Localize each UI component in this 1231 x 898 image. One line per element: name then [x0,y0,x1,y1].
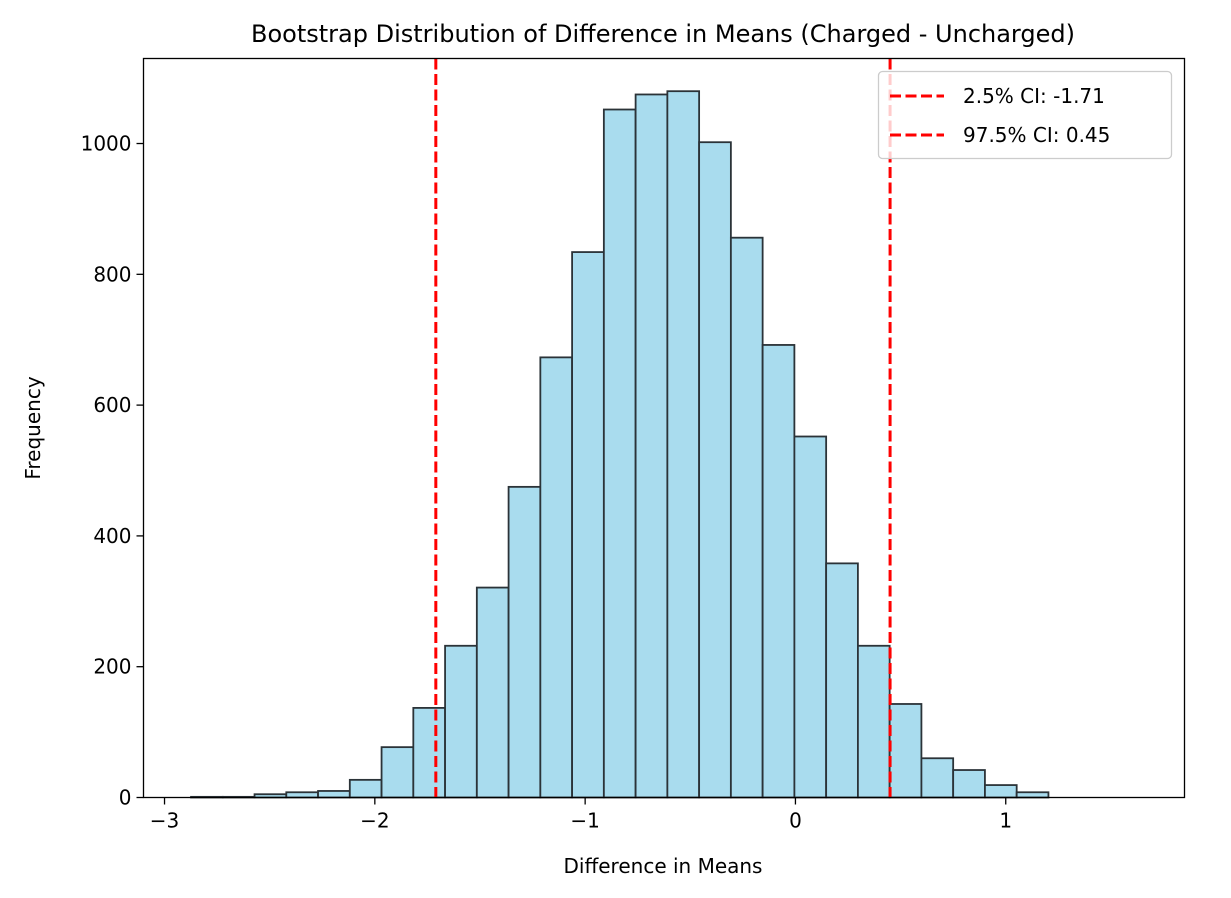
histogram-bar [856,644,891,799]
histogram-bar [285,791,319,799]
y-tick-label: 1000 [81,132,132,156]
y-axis: 0 200 400 600 800 1000 [81,132,144,810]
plot-frame [142,57,1186,799]
legend-box [877,70,1173,160]
y-axis-label: Frequency [21,376,45,479]
histogram-bar [698,141,732,799]
legend-label-upper-ci: 97.5% CI: 0.45 [963,123,1110,147]
y-tick-label: 200 [93,655,131,679]
y-tick-label: 400 [93,524,131,548]
histogram-bar [317,790,351,799]
histogram-bar [825,562,859,799]
x-axis-label: Difference in Means [564,854,763,878]
histogram-bar [571,251,605,799]
legend-label-lower-ci: 2.5% CI: -1.71 [963,84,1105,108]
chart-title: Bootstrap Distribution of Difference in … [251,20,1075,48]
histogram-bar [984,784,1018,799]
histogram-bar [793,435,828,799]
histogram-bar [1015,791,1050,799]
histogram-bar [602,108,637,799]
x-tick-label: −3 [150,809,179,833]
x-tick-label: 1 [999,809,1012,833]
histogram-bar [761,344,796,799]
histogram-bar [920,757,955,799]
histogram-bar [666,90,701,799]
x-tick-label: −1 [570,809,599,833]
histogram-bar [475,586,510,799]
histogram-bar [507,485,542,799]
x-axis: −3 −2 −1 0 1 [150,797,1012,833]
histogram-bar [729,236,764,799]
legend: 2.5% CI: -1.71 97.5% CI: 0.45 [877,70,1173,160]
histogram-bar [348,778,383,799]
histogram-bar [444,644,478,799]
histogram-bar [634,93,669,799]
y-tick-label: 800 [93,262,131,286]
histogram-bar [539,356,573,799]
x-tick-label: −2 [360,809,389,833]
histogram-bar [412,707,446,799]
y-tick-label: 600 [93,393,131,417]
y-tick-label: 0 [119,786,132,810]
histogram-bar [888,703,923,799]
histogram-bar [380,746,415,799]
histogram-bar [952,769,986,799]
x-tick-label: 0 [789,809,802,833]
